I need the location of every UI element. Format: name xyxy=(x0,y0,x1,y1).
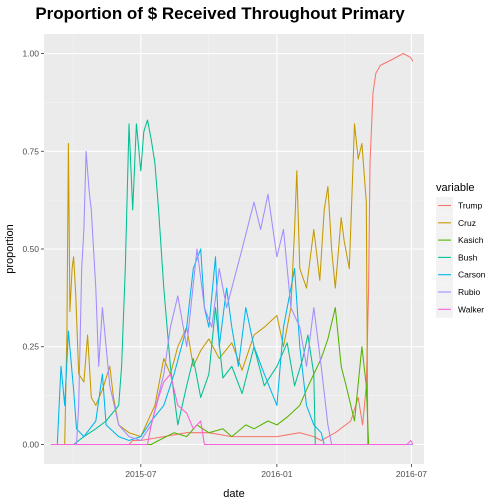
legend: variable Trump Cruz Kasich Bush Carson Rubio W… xyxy=(436,182,486,318)
y-tick-label-3: 0.75 xyxy=(22,146,39,156)
x-axis: 2015-07 2016-01 2016-07 xyxy=(125,464,427,479)
y-axis-title: proportion xyxy=(4,224,16,274)
y-tick-label-1: 0.25 xyxy=(22,342,39,352)
legend-label-rubio: Rubio xyxy=(458,287,480,297)
series-line-carson xyxy=(50,248,413,446)
x-tick-label-1: 2016-01 xyxy=(261,469,292,479)
series-line-cruz xyxy=(50,123,413,446)
series-line-rubio xyxy=(50,150,413,446)
y-tick-label-2: 0.50 xyxy=(22,244,39,254)
y-axis: 0.00 0.25 0.50 0.75 1.00 xyxy=(22,49,44,449)
legend-label-carson: Carson xyxy=(458,270,486,280)
y-tick-label-4: 1.00 xyxy=(22,49,39,59)
x-tick-label-0: 2015-07 xyxy=(125,469,156,479)
legend-label-cruz: Cruz xyxy=(458,218,476,228)
legend-label-kasich: Kasich xyxy=(458,235,484,245)
legend-label-walker: Walker xyxy=(458,304,484,314)
legend-label-trump: Trump xyxy=(458,201,483,211)
y-tick-label-0: 0.00 xyxy=(22,439,39,449)
series-lines xyxy=(50,52,414,446)
series-line-bush xyxy=(50,119,413,446)
x-tick-label-2: 2016-07 xyxy=(396,469,427,479)
x-axis-title: date xyxy=(223,488,244,500)
legend-label-bush: Bush xyxy=(458,252,478,262)
series-line-kasich xyxy=(50,307,413,446)
legend-title: variable xyxy=(436,182,475,194)
series-line-trump xyxy=(50,52,414,446)
series-line-walker xyxy=(50,373,414,446)
chart-title: Proportion of $ Received Throughout Prim… xyxy=(35,4,405,23)
